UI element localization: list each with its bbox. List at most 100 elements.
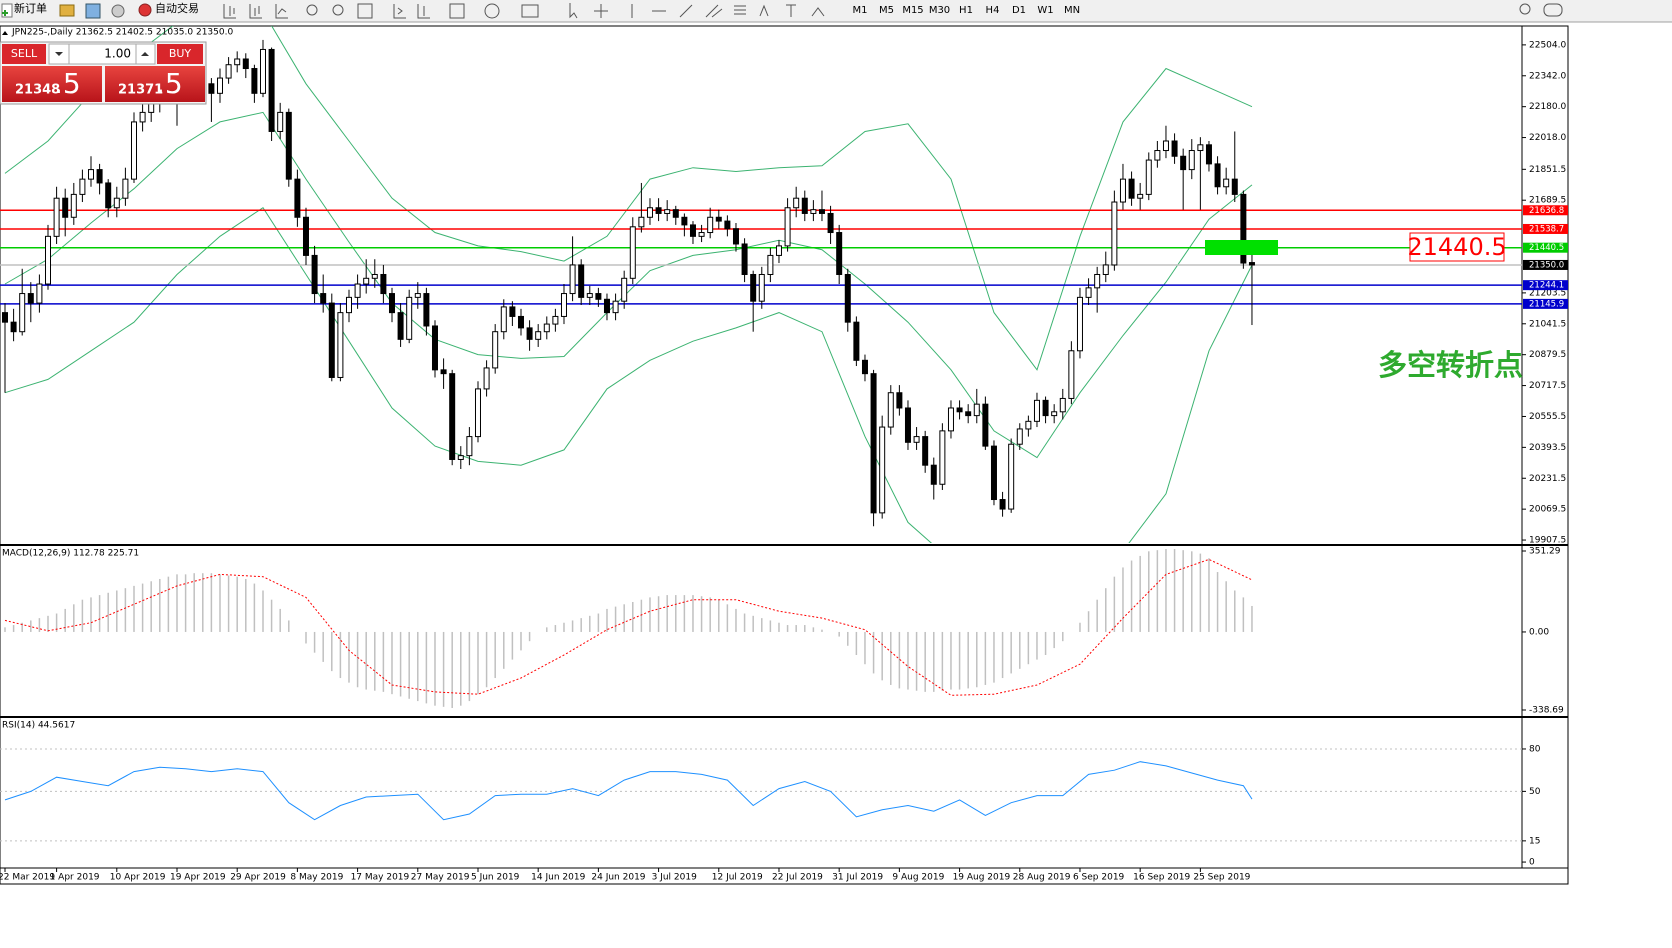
y-tick-label: 21851.5 [1529, 165, 1566, 175]
title-marker [2, 31, 8, 35]
level-box [1523, 280, 1568, 291]
icon[interactable] [484, 3, 500, 19]
candle-body [500, 306, 507, 333]
candle-body [1102, 264, 1109, 275]
timeframe-button[interactable]: M1 [853, 5, 868, 16]
icon[interactable] [569, 3, 578, 19]
candle-body [956, 407, 963, 413]
candle-body [758, 273, 765, 302]
candle-body [870, 373, 877, 514]
icon[interactable] [449, 3, 465, 19]
y-tick-label: 22018.0 [1529, 133, 1566, 143]
icon[interactable] [734, 5, 746, 15]
icon[interactable] [759, 4, 796, 17]
icon[interactable] [1543, 3, 1563, 17]
candle-body [689, 224, 696, 237]
auto-trading-label: 自动交易 [155, 1, 199, 15]
candle-body [844, 273, 851, 323]
toolbar: 新订单 自动交易 M [0, 0, 1672, 23]
timeframe-button[interactable]: M30 [929, 5, 950, 16]
level-label: 21350.0 [1529, 260, 1564, 270]
y-tick-label: 0 [1529, 858, 1535, 868]
x-tick-label: 19 Apr 2019 [170, 873, 226, 883]
candle-body [87, 169, 94, 180]
buy-button[interactable] [157, 44, 203, 64]
icon[interactable] [111, 4, 125, 18]
candle-body [1171, 140, 1178, 157]
candle-body [1145, 159, 1152, 195]
buy-label: BUY [169, 47, 192, 60]
icon[interactable] [275, 4, 288, 19]
candle-body [440, 369, 447, 375]
timeframe-button[interactable]: H4 [986, 5, 1000, 16]
trade-panel: SELL 1.00 BUY 21348 .5 21371 .5 [0, 41, 207, 105]
icon[interactable] [521, 4, 539, 18]
icon[interactable] [1519, 3, 1531, 15]
candle-body [105, 182, 112, 209]
y-tick-label: 21689.5 [1529, 196, 1566, 206]
candle-body [1197, 144, 1204, 152]
panel [0, 26, 1522, 543]
icon[interactable] [417, 4, 430, 19]
sell-price-box[interactable] [2, 66, 102, 102]
timeframe-button[interactable]: W1 [1037, 5, 1053, 16]
icon[interactable] [85, 3, 101, 19]
icon[interactable] [811, 7, 825, 17]
candle-body [775, 245, 782, 256]
candle-body [216, 77, 223, 94]
candle-body [466, 436, 473, 457]
candle-body [1214, 163, 1221, 188]
icon [138, 3, 152, 17]
icon[interactable] [332, 4, 344, 16]
icon[interactable] [223, 4, 236, 19]
icon [55, 52, 63, 56]
candle-body [294, 178, 301, 218]
panel-title: JPN225-,Daily 21362.5 21402.5 21035.0 21… [11, 28, 233, 38]
new-order-label: 新订单 [14, 1, 47, 15]
icon[interactable] [59, 4, 75, 17]
candle-body [750, 273, 757, 302]
new-order-button[interactable]: 新订单 [1, 1, 47, 18]
x-tick-label: 14 Jun 2019 [531, 873, 585, 883]
candle-body [621, 277, 628, 302]
annotation-box [1409, 232, 1505, 262]
level-label: 21145.9 [1529, 299, 1564, 309]
y-tick-label: 22504.0 [1529, 40, 1566, 50]
candle-body [827, 212, 834, 234]
icon[interactable] [306, 4, 318, 16]
candle-body [474, 388, 481, 438]
buy-price-box[interactable] [105, 66, 205, 102]
candle-body [1128, 178, 1135, 199]
sell-button[interactable] [2, 44, 46, 64]
bollinger-lower [4, 207, 1253, 543]
candle-body [36, 283, 43, 304]
icon[interactable] [594, 4, 608, 18]
candle-body [595, 293, 602, 300]
x-tick-label: 8 May 2019 [290, 873, 343, 883]
timeframe-button[interactable]: MN [1064, 5, 1080, 16]
candle-body [1154, 150, 1161, 161]
icon[interactable] [393, 4, 406, 19]
buy-price: 21371 [118, 83, 163, 98]
candle-body [973, 403, 980, 417]
timeframe-button[interactable]: M5 [879, 5, 894, 16]
x-tick-label: 31 Jul 2019 [832, 873, 883, 883]
icon [2, 10, 8, 16]
candle-body [861, 359, 868, 375]
annotation: 多空转折点 [1378, 348, 1523, 382]
candle-body [1231, 178, 1238, 195]
timeframe-button[interactable]: D1 [1012, 5, 1026, 16]
icon[interactable] [631, 4, 723, 18]
candle-body [707, 216, 714, 234]
panel [0, 748, 1522, 842]
timeframe-button[interactable]: M15 [902, 5, 923, 16]
candle-body [1162, 140, 1169, 152]
icon[interactable] [249, 4, 262, 19]
candle-body [681, 216, 688, 226]
x-tick-label: 19 Aug 2019 [953, 873, 1011, 883]
candle-body [1111, 201, 1118, 266]
timeframe-button[interactable]: H1 [959, 5, 973, 16]
icon[interactable] [357, 3, 373, 19]
auto-trading-button[interactable]: 自动交易 [138, 1, 199, 17]
